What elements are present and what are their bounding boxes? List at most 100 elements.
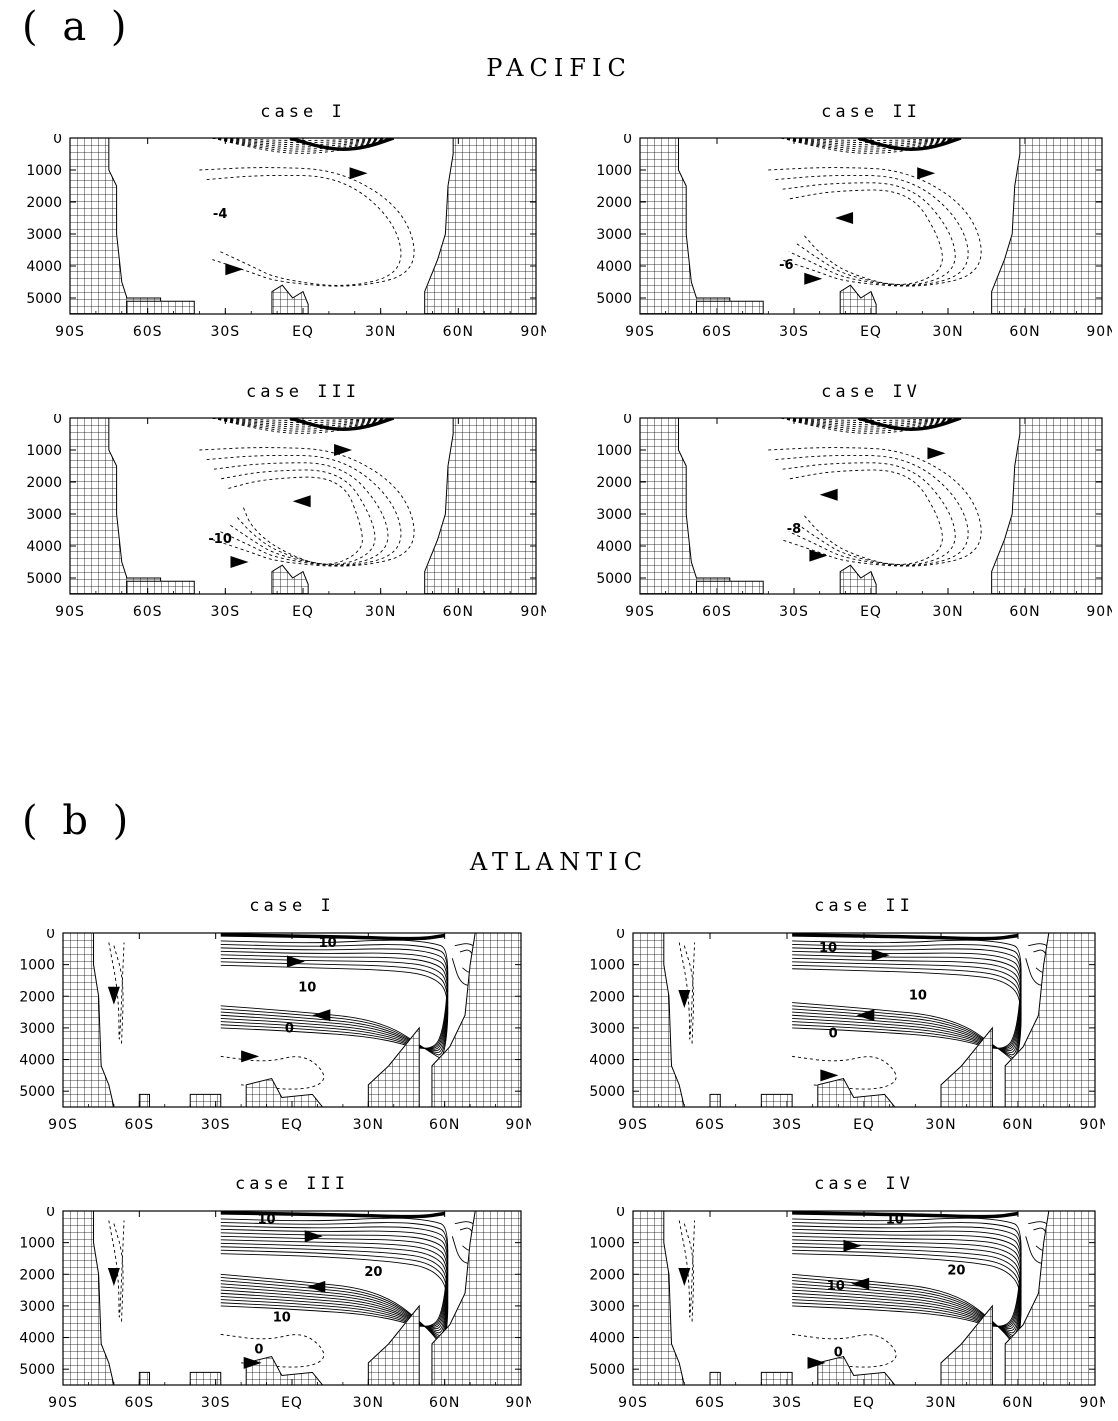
y-tick-label: 4000: [589, 1053, 625, 1069]
x-tick-label: 60S: [695, 1395, 725, 1411]
negative-contour: [212, 418, 394, 428]
flow-arrow: [107, 986, 120, 1005]
contour-label: 20: [947, 1263, 965, 1278]
positive-contour: [220, 1211, 445, 1219]
contour-label: 10: [819, 941, 837, 956]
y-tick-label: 3000: [19, 1021, 55, 1037]
positive-contour: [289, 418, 395, 431]
flow-arrow: [927, 447, 946, 460]
plot-area: 10 20 10 0: [63, 1211, 521, 1385]
x-tick-label: 60N: [429, 1395, 460, 1411]
x-tick-label: 30S: [201, 1395, 231, 1411]
panel-title: case III: [235, 1174, 349, 1194]
negative-contour: [212, 138, 394, 150]
flow-arrow: [304, 1230, 323, 1243]
flow-arrow: [851, 1277, 870, 1290]
negative-contour: [768, 447, 982, 567]
x-tick-label: 90N: [505, 1117, 531, 1133]
x-tick-label: 90N: [1086, 604, 1112, 620]
y-tick-label: 2000: [596, 195, 632, 211]
y-tick-label: 5000: [26, 571, 62, 587]
land-mask: [817, 1355, 896, 1385]
x-tick-label: 60S: [133, 324, 163, 340]
flow-arrow: [286, 955, 305, 968]
y-tick-label: 0: [616, 929, 625, 942]
contour-plot: -4 90S 60S 30S EQ 30N 60N 90N 0 1000 2000 3000 4000 5…: [26, 134, 546, 340]
x-tick-label: 90N: [520, 604, 546, 620]
positive-contour: [792, 1228, 1022, 1328]
y-tick-label: 1000: [19, 958, 55, 974]
panel-title: case II: [814, 896, 914, 916]
x-tick-label: 90S: [48, 1395, 78, 1411]
land-mask: [940, 1304, 993, 1385]
positive-contour: [792, 950, 1022, 1050]
x-tick-label: 30N: [932, 324, 963, 340]
positive-contour: [792, 1253, 1022, 1346]
positive-contour: [792, 964, 1022, 1059]
y-tick-label: 4000: [26, 259, 62, 275]
negative-contour: [775, 454, 969, 566]
positive-contour: [289, 138, 395, 151]
land-mask: [367, 1026, 420, 1107]
positive-contour: [792, 1232, 1022, 1330]
land-mask: [817, 1077, 896, 1107]
contour-label: 10: [258, 1213, 276, 1228]
negative-contour: [781, 138, 961, 150]
negative-contour: [781, 418, 961, 428]
x-tick-label: 60S: [133, 604, 163, 620]
positive-contour: [792, 961, 1022, 1056]
y-tick-label: 2000: [19, 1267, 55, 1283]
positive-contour: [220, 939, 449, 1049]
negative-contour: [792, 1333, 897, 1368]
x-tick-label: 90S: [55, 324, 85, 340]
contour-label: -4: [213, 207, 227, 222]
x-tick-label: 30N: [925, 1395, 956, 1411]
x-tick-label: 30N: [353, 1395, 384, 1411]
positive-contour: [220, 933, 445, 941]
land-mask: [138, 1093, 151, 1107]
flow-arrow: [843, 1239, 862, 1252]
land-mask: [271, 564, 309, 594]
x-tick-label: EQ: [853, 1395, 875, 1411]
positive-contour: [220, 961, 449, 1056]
land-mask: [424, 418, 536, 594]
negative-contour: [212, 138, 394, 144]
positive-contour: [220, 943, 449, 1049]
section-title-atlantic: ATLANTIC: [469, 848, 649, 876]
contour-label: 10: [319, 936, 337, 951]
y-tick-label: 5000: [596, 291, 632, 307]
land-mask: [640, 138, 731, 314]
x-tick-label: EQ: [860, 604, 882, 620]
y-tick-label: 5000: [19, 1084, 55, 1100]
x-tick-label: 90S: [618, 1117, 648, 1133]
negative-contour: [781, 418, 961, 424]
panel-title: case IV: [821, 382, 921, 402]
land-mask: [695, 580, 764, 594]
x-tick-label: 60S: [124, 1395, 154, 1411]
land-mask: [63, 1211, 115, 1385]
positive-contour: [792, 957, 1022, 1053]
positive-contour: [220, 964, 449, 1059]
land-mask: [760, 1371, 793, 1385]
x-tick-label: EQ: [281, 1117, 303, 1133]
y-tick-label: 2000: [26, 195, 62, 211]
y-tick-label: 5000: [589, 1362, 625, 1378]
y-tick-label: 3000: [26, 227, 62, 243]
negative-contour: [206, 174, 402, 286]
land-mask: [70, 418, 162, 594]
flow-arrow: [856, 1009, 875, 1022]
negative-contour: [206, 454, 402, 566]
positive-contour: [792, 1217, 1022, 1327]
flow-arrow: [804, 272, 823, 285]
x-tick-label: 30N: [365, 324, 396, 340]
y-tick-label: 1000: [26, 443, 62, 459]
negative-contour: [212, 138, 394, 146]
y-tick-label: 0: [623, 134, 632, 147]
positive-contour: [220, 1242, 449, 1337]
positive-contour: [792, 1246, 1022, 1339]
positive-contour: [792, 1249, 1022, 1343]
contour-label: 0: [285, 1022, 294, 1037]
positive-contour: [220, 1253, 449, 1346]
plot-area: 10 20 10 0: [633, 1211, 1095, 1385]
land-mask: [991, 138, 1102, 314]
